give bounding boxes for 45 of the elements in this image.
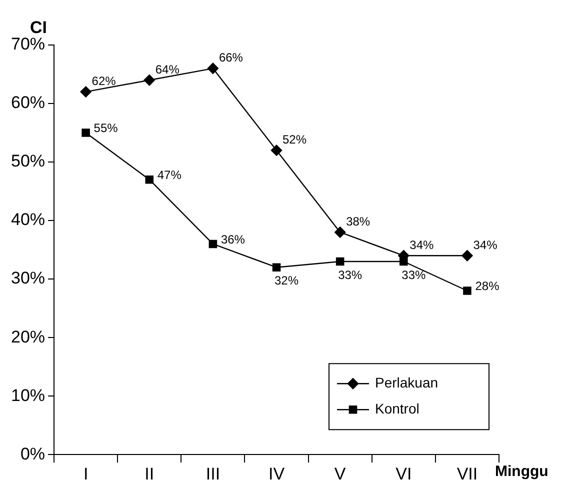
x-tick-label: V <box>334 464 346 484</box>
legend-label: Kontrol <box>375 400 420 416</box>
point <box>82 128 90 137</box>
point <box>462 250 473 262</box>
point <box>208 240 218 248</box>
x-tick-label: III <box>206 464 220 484</box>
y-tick-label: 10% <box>10 386 46 405</box>
data-label: 32% <box>274 274 299 288</box>
y-tick-label: 0% <box>20 444 46 464</box>
data-label: 34% <box>473 238 498 252</box>
point <box>207 62 219 74</box>
y-tick-label: 50% <box>10 152 46 171</box>
x-tick-label: II <box>144 464 154 484</box>
point <box>272 263 281 272</box>
data-label: 34% <box>410 238 434 252</box>
y-tick-label: 70% <box>10 34 46 54</box>
data-label: 33% <box>402 268 426 282</box>
point <box>80 86 92 98</box>
y-tick-label: 40% <box>10 210 46 230</box>
point <box>334 226 346 238</box>
point <box>270 144 282 156</box>
point <box>463 286 472 295</box>
y-axis-title: CI <box>30 18 47 38</box>
x-tick-label: I <box>83 464 88 484</box>
data-label: 55% <box>94 121 118 136</box>
data-label: 66% <box>218 50 244 65</box>
point <box>336 257 344 266</box>
y-tick-label: 60% <box>10 93 46 112</box>
y-tick-label: 30% <box>10 268 46 288</box>
point <box>145 175 154 184</box>
x-tick-label: IV <box>268 464 286 484</box>
x-tick-label: VI <box>396 464 412 484</box>
data-label: 36% <box>220 232 246 246</box>
x-axis-title: Minggu <box>495 463 548 480</box>
y-tick-label: 20% <box>10 327 46 346</box>
legend-label: Perlakuan <box>375 374 438 390</box>
data-label: 38% <box>346 214 370 229</box>
data-label: 28% <box>475 279 500 294</box>
data-label: 33% <box>338 268 362 282</box>
data-label: 52% <box>282 132 307 147</box>
data-label: 47% <box>157 168 182 182</box>
data-label: 62% <box>92 74 116 88</box>
x-tick-label: VII <box>456 464 478 484</box>
point <box>144 74 155 86</box>
data-label: 64% <box>155 62 180 76</box>
